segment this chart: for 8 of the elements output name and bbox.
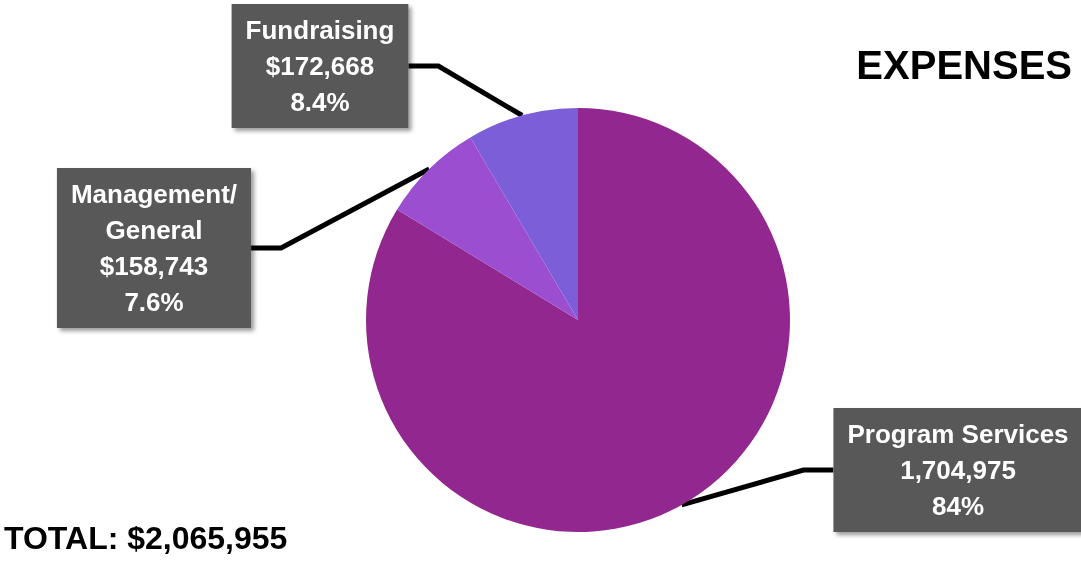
text: EXPENSES <box>856 43 1073 87</box>
data-label: $172,668 8.4% <box>265 51 375 117</box>
data-label: 1,704,975 84% <box>900 455 1016 521</box>
slice-label: Program Services <box>847 419 1069 449</box>
slice-label: Fundraising <box>245 15 395 45</box>
data-label: $158,743 7.6% <box>99 251 209 317</box>
slice-label: Management/General <box>70 179 238 245</box>
text: TOTAL: $2,065,955 <box>4 520 288 556</box>
